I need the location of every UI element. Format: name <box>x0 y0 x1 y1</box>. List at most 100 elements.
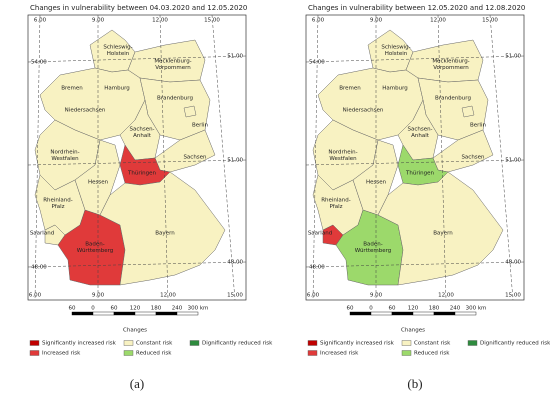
lat-label: 54.00 <box>31 60 47 66</box>
state-label: Brandenburg <box>435 96 471 102</box>
state <box>183 105 197 118</box>
state-label: Württemberg <box>355 248 392 254</box>
legend-label: Dignificantly reduced risk <box>480 341 550 347</box>
lat-label: 51.00 <box>227 158 243 164</box>
legend-swatch <box>467 340 478 346</box>
state-label: Anhalt <box>133 133 152 139</box>
state-label: Berlin <box>192 123 208 129</box>
graticule-line <box>489 14 514 301</box>
scale-label: 0 <box>369 306 373 312</box>
graticule-line <box>305 55 525 63</box>
graticule-line <box>305 159 525 166</box>
legend-swatch <box>29 340 40 346</box>
state-label: Thüringen <box>127 171 156 177</box>
state-label: Hessen <box>366 180 387 186</box>
scale-segment <box>134 311 157 316</box>
scale-label: 180 <box>151 306 162 312</box>
scale-label: 60 <box>69 306 76 312</box>
legend-swatch <box>307 340 318 346</box>
lon-label: 9.00 <box>370 293 383 299</box>
state-label: Thüringen <box>405 171 434 177</box>
legend-title: Changes <box>401 328 425 334</box>
lon-label: 6.00 <box>312 18 325 24</box>
state-label: Saarland <box>30 231 54 237</box>
scale-segment <box>391 311 414 316</box>
lat-label: 51.00 <box>227 54 243 60</box>
legend-swatch <box>401 350 412 356</box>
graticule-line <box>305 261 525 268</box>
scale-label: 240 <box>450 306 461 312</box>
lat-label: 54.00 <box>309 60 325 66</box>
lon-label: 6.00 <box>29 293 42 299</box>
legend-title: Changes <box>123 328 147 334</box>
state-label: Mecklenburg- <box>154 58 191 64</box>
lat-label: 48.00 <box>31 265 47 271</box>
lon-label: 6.00 <box>34 18 47 24</box>
state <box>99 171 226 286</box>
lon-label: 9.00 <box>92 293 105 299</box>
lon-label: 15.00 <box>204 18 220 24</box>
state-label: Baden- <box>363 241 383 247</box>
legend-label: Reduced risk <box>136 351 172 357</box>
lon-label: 15.00 <box>505 293 521 299</box>
lon-label: 12.00 <box>152 18 168 24</box>
state-label: Sachsen <box>461 155 485 161</box>
map-panel: Changes in vulnerability between 12.05.2… <box>305 4 550 391</box>
scale-label: 60 <box>111 306 118 312</box>
state-label: Bayern <box>433 231 453 237</box>
lon-label: 9.00 <box>92 18 105 24</box>
lat-label: 51.00 <box>505 158 521 164</box>
state-label: Nordrhein- <box>328 149 357 155</box>
state-label: Schleswig- <box>381 44 410 50</box>
state-label: Bremen <box>61 86 83 92</box>
lon-label: 12.00 <box>160 293 176 299</box>
scale-label: 300 km <box>188 306 209 312</box>
state-label: Sachsen- <box>129 126 154 132</box>
legend-swatch <box>123 350 134 356</box>
scale-segment <box>454 311 477 316</box>
scale-label: 0 <box>91 306 95 312</box>
scale-segment <box>433 311 456 316</box>
graticule-line <box>312 14 319 301</box>
state-label: Mecklenburg- <box>432 58 469 64</box>
legend-label: Reduced risk <box>414 351 450 357</box>
legend-swatch <box>189 340 200 346</box>
legend-swatch <box>307 350 318 356</box>
graticule-line <box>27 55 247 63</box>
state <box>377 171 504 286</box>
state-label: Berlin <box>470 123 486 129</box>
lat-label: 48.00 <box>309 265 325 271</box>
legend-label: Significantly increased risk <box>320 341 395 347</box>
state-label: Niedersachsen <box>65 108 106 114</box>
scale-label: 180 <box>429 306 440 312</box>
scale-segment <box>92 311 115 316</box>
state-label: Pfalz <box>51 204 64 210</box>
state-label: Westfalen <box>329 156 357 162</box>
scale-segment <box>155 311 178 316</box>
state-label: Hessen <box>88 180 109 186</box>
state-label: Holstein <box>385 51 408 57</box>
state-label: Vorpommern <box>155 65 191 71</box>
legend-label: Increased risk <box>320 351 359 357</box>
state-label: Bremen <box>339 86 361 92</box>
scale-label: 300 km <box>466 306 487 312</box>
legend-swatch <box>123 340 134 346</box>
state-label: Bayern <box>155 231 175 237</box>
state-label: Württemberg <box>77 248 114 254</box>
state-label: Brandenburg <box>157 96 193 102</box>
graticule-line <box>211 14 236 301</box>
lat-label: 51.00 <box>505 54 521 60</box>
scale-segment <box>71 311 94 316</box>
lon-label: 15.00 <box>227 293 243 299</box>
scale-segment <box>113 311 136 316</box>
lat-label: 48.00 <box>505 260 521 266</box>
graticule-line <box>27 159 247 166</box>
state <box>461 105 475 118</box>
panel-caption: (a) <box>130 376 144 391</box>
state-label: Anhalt <box>411 133 430 139</box>
state-label: Pfalz <box>329 204 342 210</box>
legend-label: Constant risk <box>414 341 451 347</box>
legend-swatch <box>401 340 412 346</box>
state-label: Vorpommern <box>433 65 469 71</box>
